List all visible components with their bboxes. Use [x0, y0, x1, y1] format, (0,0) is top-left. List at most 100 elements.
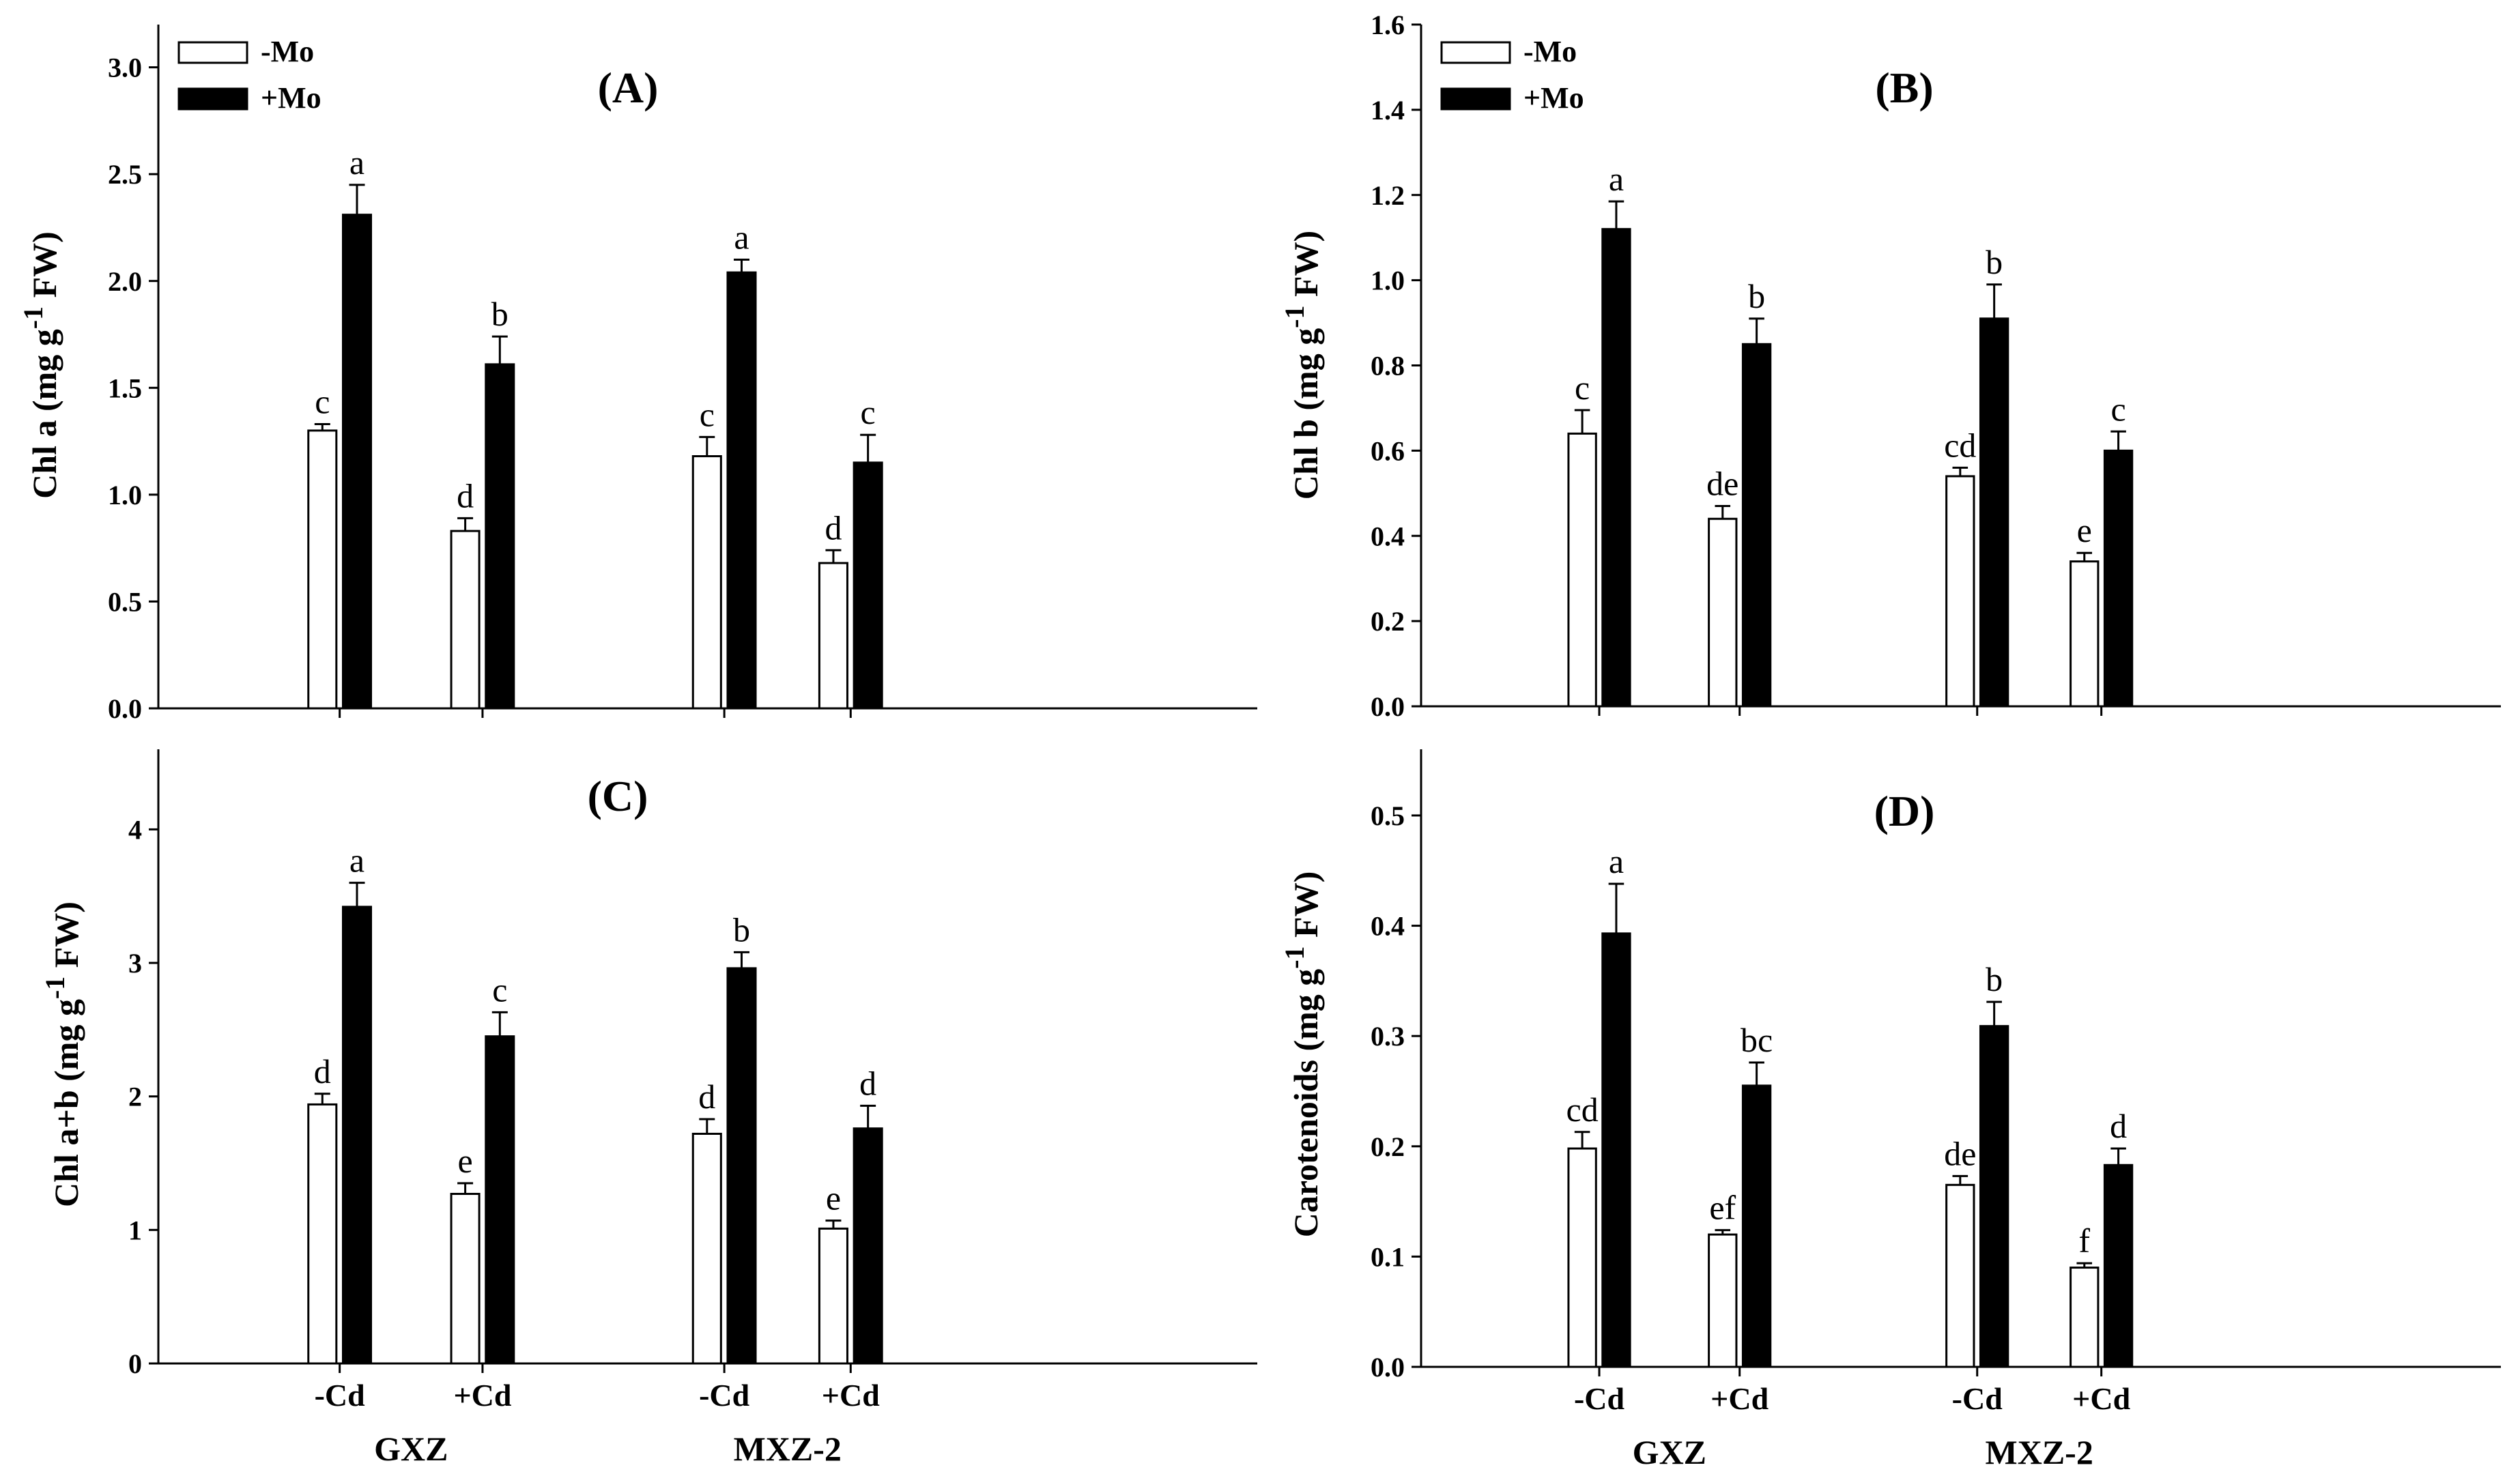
legend-label-minus-mo: -Mo	[261, 35, 314, 68]
y-tick-label: 0.2	[1371, 606, 1405, 637]
bar-minus-mo	[691, 455, 722, 710]
significance-letter: c	[492, 970, 507, 1009]
bar-plus-mo	[341, 906, 373, 1365]
y-tick-label: 0.5	[108, 586, 142, 617]
y-tick-label: 1.2	[1371, 180, 1405, 211]
group-label: GXZ	[374, 1430, 448, 1468]
legend-swatch-plus-mo	[1440, 87, 1511, 111]
y-tick-label: 1	[128, 1215, 142, 1245]
y-tick-label: 0.4	[1371, 521, 1405, 551]
legend-swatch-minus-mo	[1440, 41, 1511, 64]
significance-letter: e	[826, 1179, 841, 1217]
significance-letter: c	[1575, 369, 1590, 407]
y-tick-label: 0.0	[108, 693, 142, 724]
bar-plus-mo	[726, 271, 757, 710]
chart-panel-4: 0.0 0.1 0.2 0.3 0.4 0.5 cd ef de f a bc b d (D) Caroten…	[1279, 749, 2501, 1471]
y-tick-label: 0.0	[1371, 691, 1405, 722]
y-axis-label-main: Chl b (mg g	[1287, 328, 1325, 500]
bar-minus-mo	[1708, 1233, 1738, 1368]
category-label: -Cd	[315, 1378, 366, 1413]
category-label: +Cd	[453, 1378, 511, 1413]
bar-minus-mo	[1708, 517, 1738, 708]
y-axis-label-unit: FW)	[1287, 871, 1325, 946]
significance-letter: b	[1986, 960, 2003, 998]
y-tick-label: 2	[128, 1082, 142, 1112]
bar-plus-mo	[1979, 317, 2009, 708]
bar-minus-mo	[2070, 560, 2100, 708]
panel-title: (B)	[1875, 63, 1933, 112]
y-tick-label: 0.6	[1371, 435, 1405, 466]
panel-title: (A)	[598, 63, 659, 112]
group-label: GXZ	[1633, 1433, 1706, 1471]
y-tick-label: 2.0	[108, 266, 142, 297]
y-axis-label-unit: FW)	[47, 901, 85, 977]
legend: -Mo +Mo	[177, 35, 321, 115]
y-tick-label: 3	[128, 948, 142, 979]
bar-plus-mo	[1601, 228, 1631, 708]
y-axis-label: Chl a+b (mg g-1 FW)	[40, 901, 85, 1207]
y-tick-label: 1.0	[1371, 265, 1405, 296]
y-tick-label: 3.0	[108, 53, 142, 83]
y-axis-label-superscript: -1	[40, 977, 70, 999]
y-axis-label-main: Chl a (mg g	[25, 329, 63, 499]
bar-plus-mo	[853, 1127, 883, 1365]
significance-letter: a	[1609, 160, 1624, 198]
category-label: -Cd	[1574, 1381, 1625, 1416]
category-label: +Cd	[822, 1378, 880, 1413]
panel-title: (D)	[1874, 787, 1935, 835]
bar-plus-mo	[853, 461, 883, 710]
legend-swatch-plus-mo	[177, 87, 248, 111]
y-axis-label-superscript: -1	[1279, 305, 1310, 328]
bar-minus-mo	[307, 1103, 338, 1365]
significance-letter: b	[733, 910, 750, 949]
bar-minus-mo	[818, 562, 848, 710]
significance-letter: c	[861, 393, 876, 431]
bar-plus-mo	[341, 214, 373, 710]
y-tick-label: 1.5	[108, 373, 142, 403]
legend-label-plus-mo: +Mo	[1523, 81, 1584, 115]
chart-panel-1: 0.0 0.5 1.0 1.5 2.0 2.5 3.0 c d c d a b a c (A) Chl a (m…	[18, 25, 1257, 724]
significance-letter: a	[734, 218, 749, 256]
significance-letter: a	[1609, 842, 1624, 880]
y-tick-label: 1.4	[1371, 95, 1405, 126]
bar-minus-mo	[1945, 1183, 1975, 1368]
significance-letter: ef	[1709, 1189, 1736, 1227]
y-tick-label: 0.8	[1371, 351, 1405, 381]
y-tick-label: 0.1	[1371, 1241, 1405, 1272]
bar-plus-mo	[2103, 449, 2134, 708]
group-label: MXZ-2	[734, 1430, 842, 1468]
chart-panel-2: 0.00.20.40.60.81.01.21.41.6cdecdeabbc(B)…	[1279, 10, 2501, 722]
legend-label-minus-mo: -Mo	[1523, 35, 1577, 68]
bar-plus-mo	[726, 967, 757, 1365]
legend-swatch-minus-mo	[177, 41, 248, 64]
y-tick-label: 0.2	[1371, 1131, 1405, 1162]
significance-letter: d	[825, 508, 842, 547]
y-tick-label: 2.5	[108, 159, 142, 190]
y-tick-label: 1.0	[108, 480, 142, 510]
significance-letter: b	[1748, 277, 1765, 315]
y-axis-label: Chl b (mg g-1 FW)	[1279, 231, 1325, 500]
bar-minus-mo	[818, 1227, 848, 1365]
group-label: MXZ-2	[1986, 1433, 2093, 1471]
significance-letter: de	[1706, 465, 1738, 503]
y-tick-label: 0.4	[1371, 911, 1405, 942]
panel-title: (C)	[588, 772, 648, 820]
legend-label-plus-mo: +Mo	[261, 81, 321, 115]
y-tick-label: 0	[128, 1348, 142, 1379]
significance-letter: bc	[1741, 1021, 1773, 1059]
y-axis-label-main: Chl a+b (mg g	[47, 999, 85, 1207]
significance-letter: d	[314, 1052, 331, 1090]
y-axis-label: Chl a (mg g-1 FW)	[18, 231, 63, 499]
significance-letter: e	[457, 1142, 472, 1180]
bar-minus-mo	[691, 1132, 722, 1365]
significance-letter: a	[349, 143, 364, 182]
bar-plus-mo	[1601, 932, 1631, 1368]
bar-minus-mo	[2070, 1267, 2100, 1368]
bar-minus-mo	[450, 530, 481, 710]
category-label: +Cd	[1710, 1381, 1769, 1416]
bar-plus-mo	[1979, 1025, 2009, 1368]
significance-letter: c	[700, 395, 715, 433]
y-axis-label-superscript: -1	[1279, 946, 1310, 968]
